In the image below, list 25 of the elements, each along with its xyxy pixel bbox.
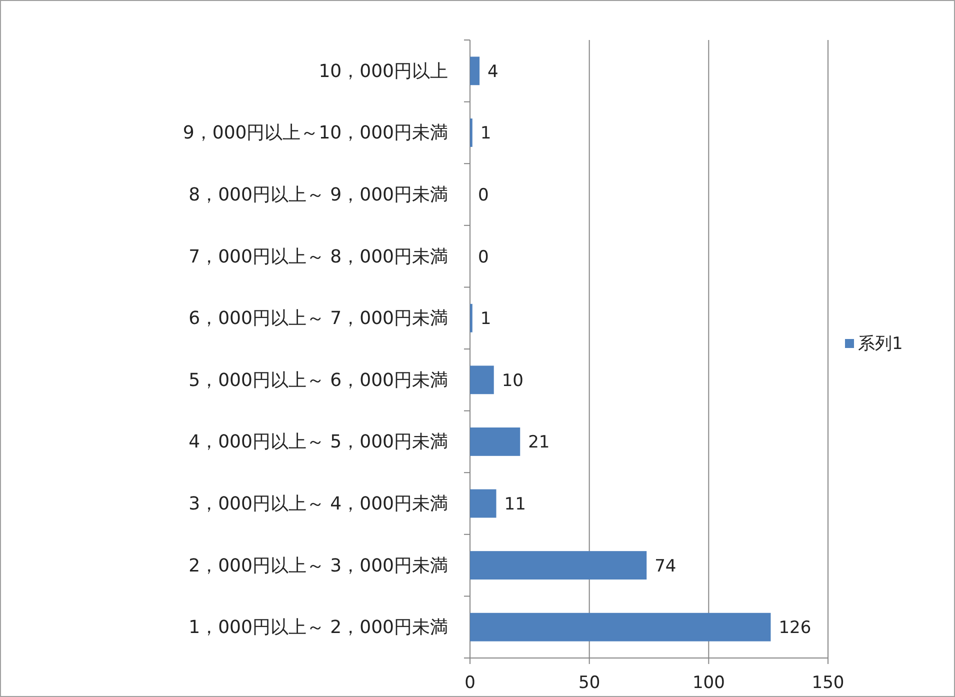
data-label: 1 (480, 309, 492, 330)
data-label: 0 (478, 247, 489, 268)
y-tick-label: 5，000円以上～ 6，000円未満 (188, 370, 448, 391)
data-label: 0 (478, 186, 489, 206)
data-label: 1 (480, 124, 492, 144)
y-tick-label: 8，000円以上～ 9，000円未満 (188, 184, 448, 206)
x-tick-label: 50 (578, 673, 600, 693)
x-tick-label: 150 (812, 673, 844, 693)
y-tick-label: 4，000円以上～ 5，000円未満 (188, 432, 448, 453)
y-tick-label: 6，000円以上～ 7，000円未満 (188, 308, 448, 330)
data-label: 4 (488, 62, 498, 82)
y-tick-label: 9，000円以上～10，000円未満 (182, 122, 448, 144)
y-tick-label: 3，000円以上～ 4，000円未満 (188, 494, 448, 514)
x-tick-label: 100 (692, 673, 725, 693)
legend-label: 系列1 (858, 334, 903, 354)
y-tick-label: 7，000円以上～ 8，000円未満 (188, 246, 448, 268)
x-tick-label: 0 (464, 673, 476, 693)
y-tick-label: 1，000円以上～ 2，000円未満 (188, 617, 448, 638)
data-label: 126 (778, 618, 812, 638)
data-label: 10 (502, 370, 524, 391)
data-label: 74 (654, 556, 676, 576)
y-tick-label: 10，000円以上 (318, 60, 448, 82)
data-label: 21 (528, 432, 550, 453)
data-label: 11 (504, 494, 526, 514)
y-tick-label: 2，000円以上～ 3，000円未満 (188, 555, 448, 576)
